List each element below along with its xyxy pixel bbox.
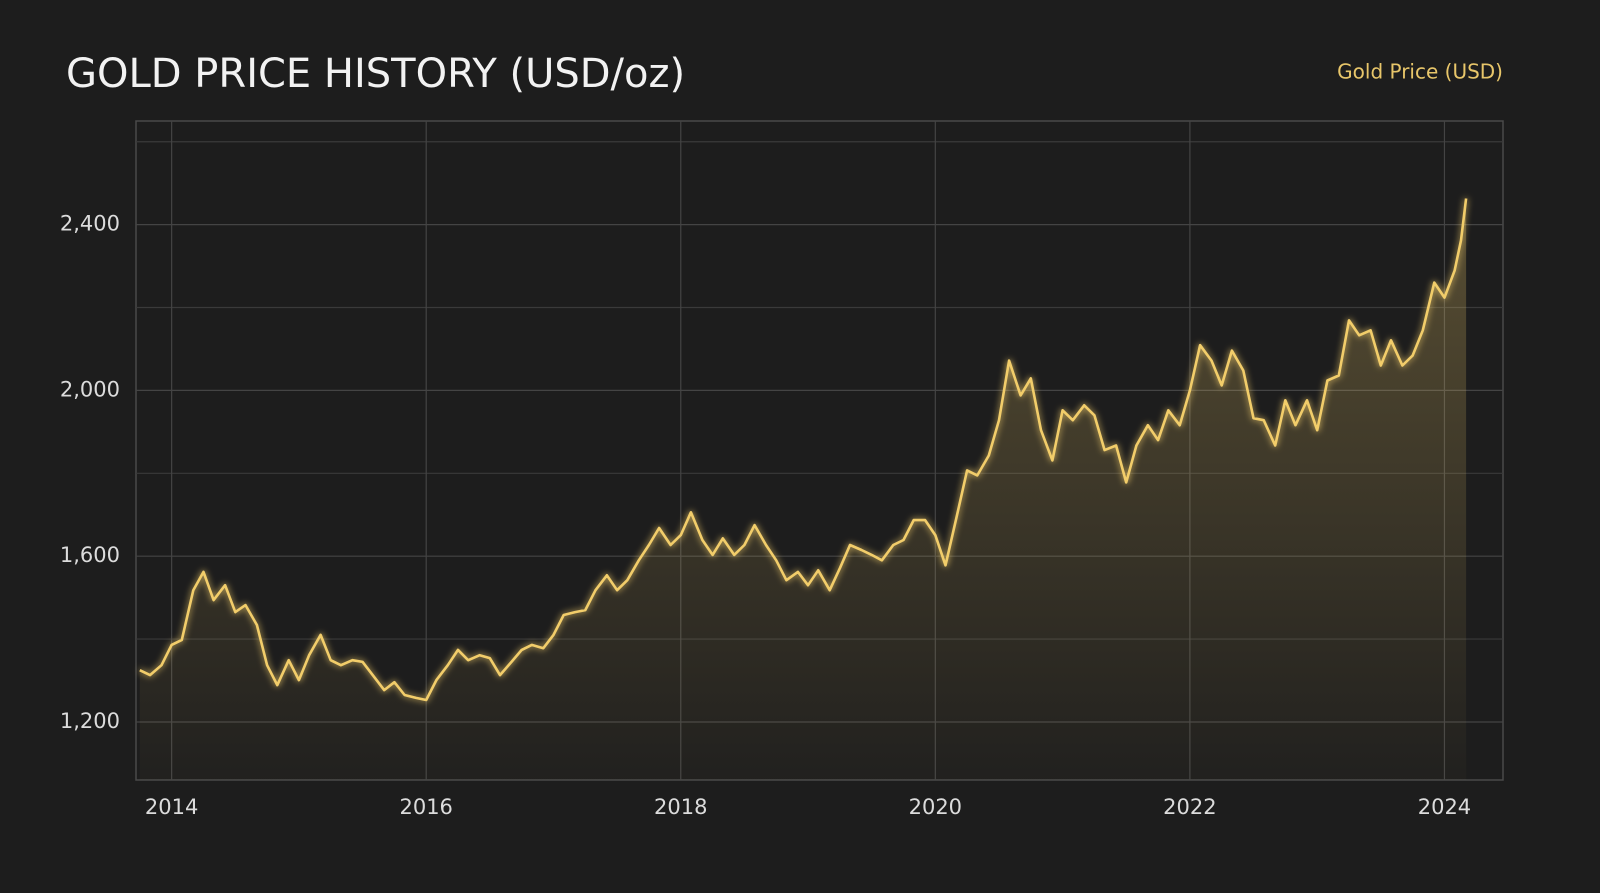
x-tick-label: 2020 [909, 795, 962, 819]
y-tick-label: 2,400 [60, 212, 120, 236]
y-tick-label: 2,000 [60, 377, 120, 401]
x-tick-label: 2022 [1163, 795, 1216, 819]
x-tick-label: 2016 [399, 795, 452, 819]
x-tick-label: 2024 [1418, 795, 1471, 819]
y-tick-label: 1,600 [60, 543, 120, 567]
price-line [139, 198, 1468, 702]
x-tick-label: 2018 [654, 795, 707, 819]
x-tick-label: 2014 [145, 795, 198, 819]
chart-title: GOLD PRICE HISTORY (USD/oz) [66, 51, 685, 97]
area-fill [139, 198, 1467, 780]
y-tick-label: 1,200 [60, 709, 120, 733]
legend-label: Gold Price (USD) [1337, 60, 1503, 84]
